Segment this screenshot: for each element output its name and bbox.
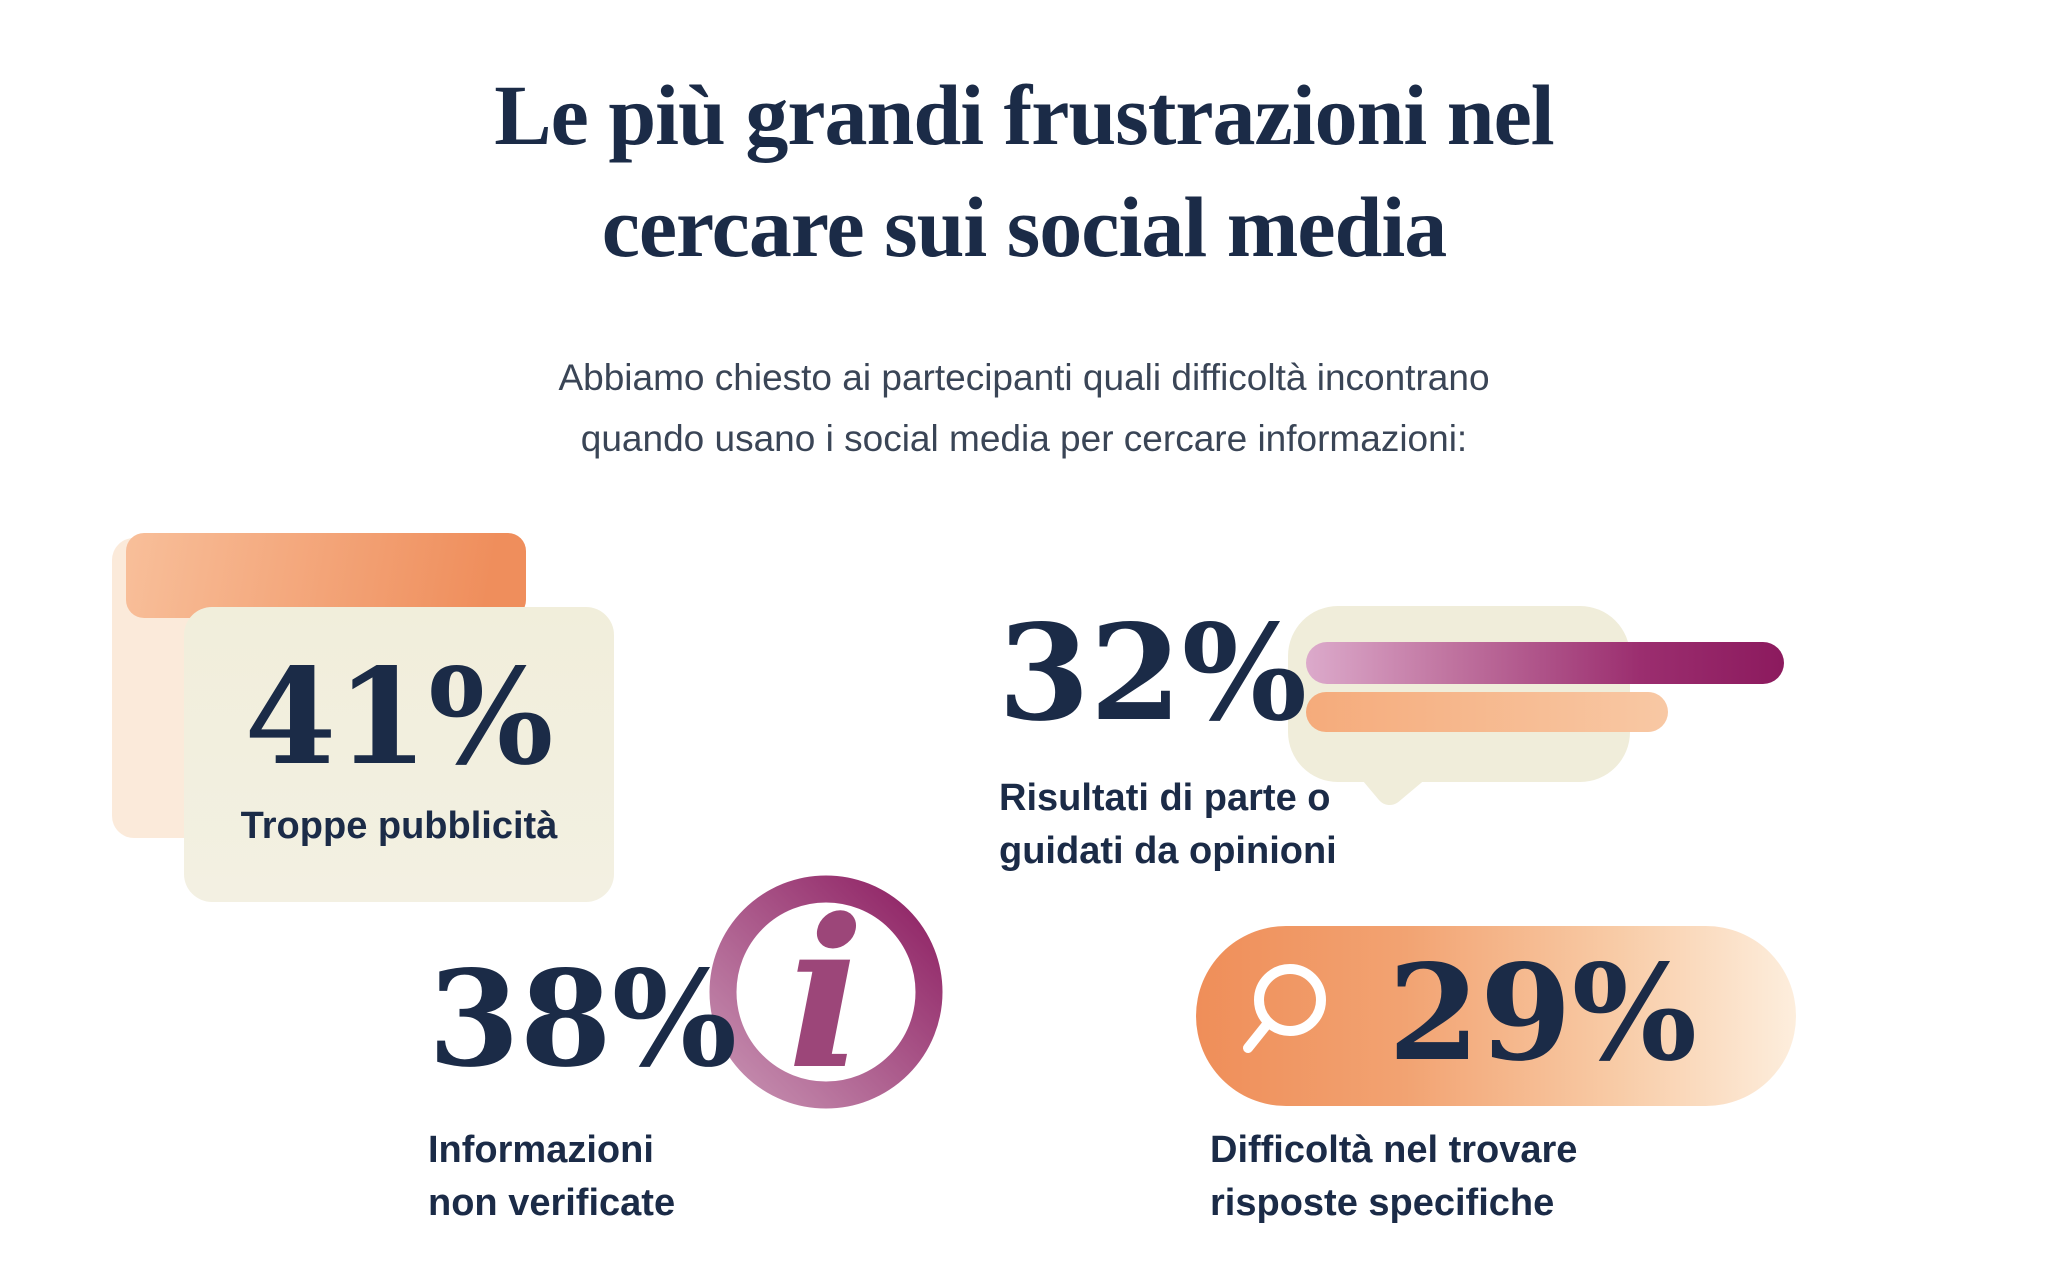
page-subtitle: Abbiamo chiesto ai partecipanti quali di… (0, 348, 2048, 469)
stat-label-specific-line-1: Difficoltà nel trovare (1210, 1129, 1578, 1171)
page-subtitle-line-2: quando usano i social media per cercare … (580, 417, 1468, 459)
orange-bar-shape (126, 533, 526, 618)
stat-value-ads: 41% (244, 640, 554, 795)
purple-gradient-bar (1306, 642, 1784, 684)
stat-label-unverified-line-1: Informazioni (428, 1129, 654, 1171)
page-title-line-2: cercare sui social media (601, 178, 1448, 275)
stat-card-background (184, 607, 614, 902)
stat-label-specific: Difficoltà nel trovare risposte specific… (1210, 1124, 1577, 1230)
stat-label-ads: Troppe pubblicità (184, 800, 614, 853)
orange-gradient-bar (1306, 692, 1668, 732)
info-icon-ring (709, 875, 943, 1109)
page-title-line-1: Le più grandi frustrazioni nel (494, 67, 1554, 163)
search-pill-shape (1196, 926, 1796, 1106)
stat-label-biased-line-2: guidati da opinioni (999, 830, 1337, 873)
stat-label-unverified-line-2: non verificate (428, 1182, 676, 1225)
stat-value-specific: 29% (1388, 936, 1698, 1091)
stat-label-biased: Risultati di parte o guidati da opinioni (999, 772, 1337, 878)
search-icon (1243, 964, 1326, 1053)
stat-value-unverified: 38% (428, 942, 738, 1097)
page-title: Le più grandi frustrazioni nel cercare s… (0, 60, 2048, 284)
stat-label-biased-line-1: Risultati di parte o (999, 777, 1331, 819)
stat-label-ads-line-1: Troppe pubblicità (240, 805, 558, 847)
page-subtitle-line-1: Abbiamo chiesto ai partecipanti quali di… (558, 357, 1490, 398)
stat-label-unverified: Informazioni non verificate (428, 1124, 675, 1230)
info-icon: i (709, 875, 943, 1115)
stat-value-biased: 32% (998, 596, 1308, 751)
info-icon-glyph: i (787, 875, 865, 1115)
stat-label-specific-line-2: risposte specifiche (1210, 1182, 1555, 1225)
